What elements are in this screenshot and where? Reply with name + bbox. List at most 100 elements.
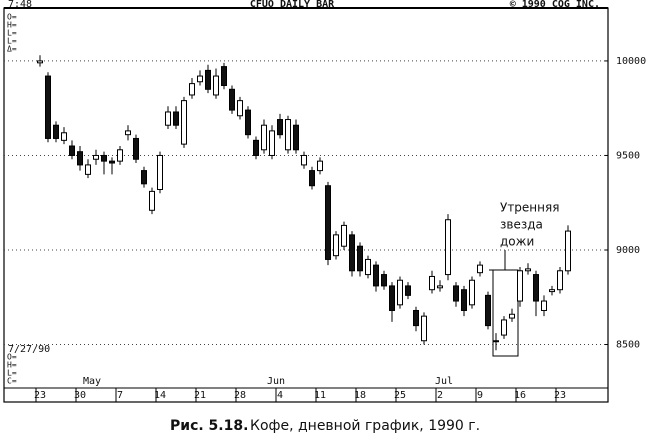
candle-down (309, 170, 315, 187)
candle-up (469, 279, 475, 306)
candle-down (245, 109, 251, 136)
candle-up (517, 270, 523, 302)
candle-up (149, 190, 155, 211)
candle-up (557, 270, 563, 291)
candle-up (269, 130, 275, 156)
candle-down (373, 264, 379, 287)
candle-up (333, 234, 339, 257)
candle-down (77, 151, 83, 166)
candle-up (429, 275, 435, 291)
candle-down (461, 289, 467, 311)
x-tick-label: 4 (277, 390, 283, 401)
candle-up (61, 132, 67, 141)
candle-down (453, 285, 459, 302)
x-tick-label: 16 (514, 390, 526, 401)
candle-up (549, 289, 555, 293)
candle-up (181, 100, 187, 145)
candle-up (397, 279, 403, 306)
field-label: L= (7, 369, 17, 378)
candle-up (261, 124, 267, 151)
candle-down (277, 119, 283, 136)
candle-down (413, 309, 419, 327)
candle-up (213, 75, 219, 96)
candle-up (197, 75, 203, 83)
field-label: H= (7, 361, 17, 370)
header-copyright: © 1990 CQG INC. (510, 0, 600, 10)
candle-up (365, 258, 371, 276)
x-tick-label: 30 (74, 390, 86, 401)
candle-up (501, 319, 507, 336)
candle-down (205, 69, 211, 90)
annotation: звезда (500, 218, 543, 232)
x-tick-label: 11 (314, 390, 326, 401)
candle-down (109, 160, 115, 164)
chart-title: CFUO DAILY BAR (250, 0, 335, 10)
candle-down (229, 88, 235, 111)
x-tick-label: 28 (234, 390, 246, 401)
candle-down (253, 139, 259, 156)
field-label: Δ= (7, 45, 17, 54)
candle-down (357, 245, 363, 272)
x-tick-label: 21 (194, 390, 206, 401)
candle-up (157, 154, 163, 190)
candle-down (53, 124, 59, 139)
x-tick-label: 23 (34, 390, 46, 401)
candle-down (485, 294, 491, 327)
field-label: C= (7, 377, 17, 386)
candle-up (189, 83, 195, 96)
x-tick-label: 2 (437, 390, 443, 401)
y-tick-label: 8500 (616, 340, 640, 351)
month-label: Jun (267, 376, 285, 387)
candle-up (493, 340, 499, 343)
header-time: 7:48 (8, 0, 32, 10)
y-tick-label: 9500 (616, 150, 640, 161)
candle-down (389, 285, 395, 311)
field-label: O= (7, 13, 17, 22)
candle-up (525, 268, 531, 272)
candle-up (165, 111, 171, 126)
candle-down (293, 124, 299, 151)
candle-up (541, 300, 547, 311)
candle-up (477, 264, 483, 274)
candle-up (117, 149, 123, 162)
candle-up (341, 224, 347, 247)
caption-label: Рис. 5.18. (170, 418, 248, 434)
candle-down (349, 234, 355, 272)
candle-up (93, 154, 99, 160)
candle-up (317, 160, 323, 172)
x-tick-label: 7 (117, 390, 123, 401)
candle-up (437, 285, 443, 289)
candle-up (85, 164, 91, 175)
x-tick-label: 25 (394, 390, 406, 401)
candle-down (533, 274, 539, 302)
candle-down (325, 185, 331, 260)
date-stamp: 7/27/90 (8, 344, 50, 355)
x-tick-label: 9 (477, 390, 483, 401)
x-tick-label: 14 (154, 390, 166, 401)
x-tick-label: 18 (354, 390, 366, 401)
candle-up (421, 315, 427, 342)
y-tick-label: 10000 (616, 56, 646, 67)
candle-down (101, 154, 107, 162)
caption: Кофе, дневной график, 1990 г. (250, 418, 480, 434)
candle-down (221, 66, 227, 87)
candle-down (45, 75, 51, 139)
month-label: Jul (435, 376, 453, 387)
candle-down (133, 137, 139, 160)
field-label: L= (7, 37, 17, 46)
candle-down (141, 170, 147, 185)
candle-up (285, 119, 291, 151)
month-label: May (83, 376, 101, 387)
candle-up (237, 100, 243, 117)
candle-up (37, 60, 43, 64)
candle-down (381, 274, 387, 287)
candle-up (565, 230, 571, 272)
y-tick-label: 9000 (616, 245, 640, 256)
field-label: L= (7, 29, 17, 38)
field-label: O= (7, 353, 17, 362)
candle-down (173, 111, 179, 126)
annotation: Утренняя (500, 201, 559, 215)
candle-down (405, 285, 411, 296)
candle-up (509, 313, 515, 319)
